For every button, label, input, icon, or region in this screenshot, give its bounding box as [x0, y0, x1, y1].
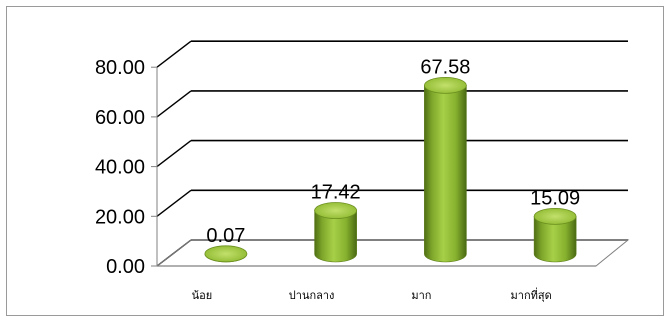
- chart-frame: [6, 6, 664, 316]
- bar: [204, 245, 248, 263]
- y-tick-label: 80.00: [95, 57, 145, 79]
- y-tick-label: 60.00: [95, 107, 145, 129]
- x-category-label: มาก: [411, 289, 431, 302]
- bar-top: [204, 245, 248, 263]
- gridline-side: [156, 90, 192, 118]
- bar-top: [533, 207, 577, 225]
- bar: [533, 207, 577, 263]
- chart-floor: [155, 67, 630, 267]
- data-label: 67.58: [420, 56, 470, 78]
- bar-body: [314, 210, 357, 263]
- y-axis-ticks: 0.00 20.00 40.00 60.00 80.00: [95, 57, 145, 278]
- data-label: 15.09: [530, 187, 580, 209]
- gridline-side: [156, 40, 192, 68]
- data-label: 17.42: [311, 182, 361, 204]
- bar-top: [423, 76, 467, 94]
- gridline-side: [156, 140, 192, 168]
- bars: [204, 76, 577, 263]
- bar-top: [314, 202, 358, 219]
- bar-body: [533, 216, 577, 263]
- data-labels: 0.07 17.42 67.58 15.09: [206, 56, 580, 246]
- bar: [314, 202, 358, 263]
- x-category-label: น้อย: [192, 289, 213, 302]
- y-tick-label: 40.00: [95, 157, 145, 179]
- x-category-label: มากที่สุด: [511, 287, 552, 302]
- bar: [423, 76, 467, 263]
- data-label: 0.07: [206, 225, 245, 247]
- gridline-side: [156, 189, 192, 217]
- y-tick-label: 0.00: [106, 256, 145, 278]
- y-tick-label: 20.00: [95, 206, 145, 228]
- x-axis-categories: น้อย ปานกลาง มาก มากที่สุด: [192, 287, 552, 302]
- bar-body: [424, 85, 467, 263]
- x-category-label: ปานกลาง: [289, 289, 335, 302]
